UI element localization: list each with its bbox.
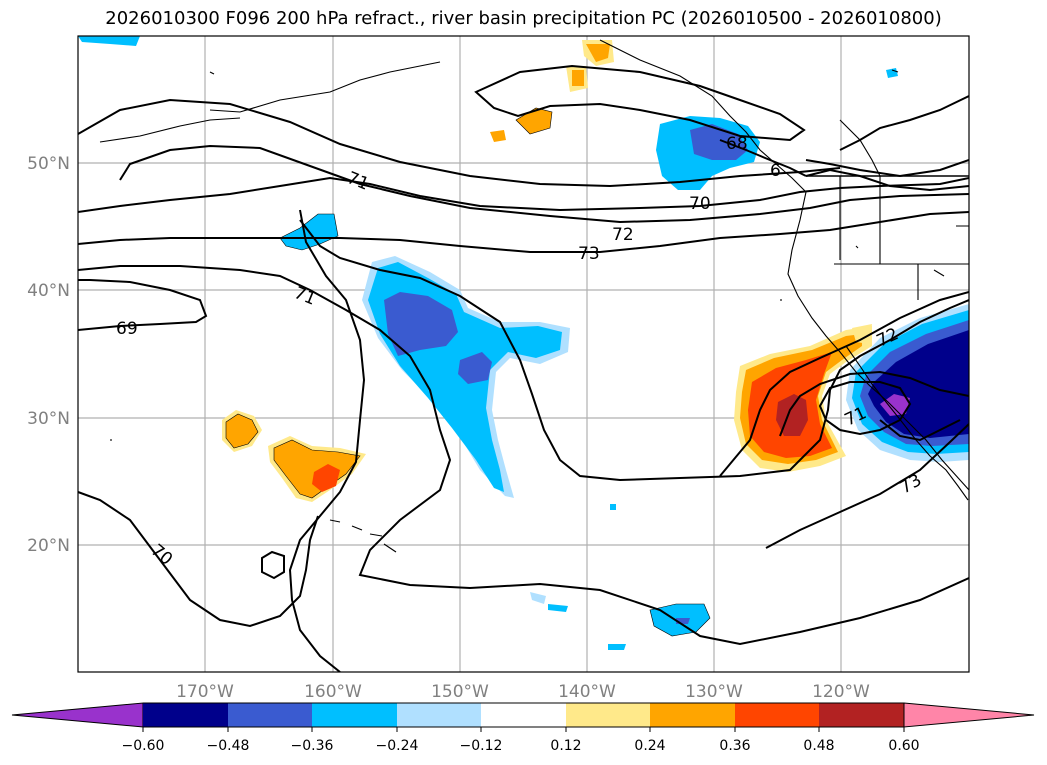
contour-label: 6 [770,161,781,181]
colorbar-tick-label: 0.48 [803,738,834,754]
latitude-label: 20°N [27,536,70,556]
longitude-axis: 170°W 160°W 150°W 140°W 130°W 120°W [176,682,870,702]
longitude-label: 150°W [431,682,489,702]
latitude-axis: 50°N 40°N 30°N 20°N [27,154,70,556]
contour-label: 73 [578,244,600,264]
longitude-label: 130°W [685,682,743,702]
colorbar-swatch [650,703,735,727]
colorbar-tick-label: −0.24 [376,738,419,754]
contour-label: 70 [689,194,711,214]
colorbar-tick-label: 0.60 [888,738,919,754]
colorbar-swatch [228,703,312,727]
colorbar-tick-label: −0.12 [460,738,503,754]
latitude-label: 40°N [27,281,70,301]
colorbar-tick-label: 0.24 [634,738,665,754]
colorbar-tick-label: 0.12 [550,738,581,754]
colorbar-left-extension [11,702,144,728]
contour-label: 69 [116,319,138,339]
longitude-label: 170°W [176,682,234,702]
colorbar-tick-labels: −0.60 −0.48 −0.36 −0.24 −0.12 0.12 0.24 … [122,738,920,754]
coastlines [99,39,969,553]
colorbar-tick-label: −0.48 [207,738,250,754]
map-frame [77,35,970,673]
longitude-label: 160°W [304,682,362,702]
colorbar-tick-label: −0.60 [122,738,165,754]
colorbar-swatch [397,703,481,727]
colorbar-swatch [481,703,566,727]
latitude-label: 50°N [27,154,70,174]
longitude-label: 120°W [812,682,870,702]
colorbar-tick-label: −0.36 [291,738,334,754]
negative-anomaly-shading [78,36,969,650]
colorbar-swatch [312,703,397,727]
colorbar: −0.60 −0.48 −0.36 −0.24 −0.12 0.12 0.24 … [11,702,1035,754]
refractivity-contours [78,64,969,672]
colorbar-right-extension [903,702,1035,728]
longitude-label: 140°W [558,682,616,702]
colorbar-swatch [819,703,904,727]
positive-anomaly-shading [222,40,872,502]
colorbar-swatch [566,703,650,727]
colorbar-swatch [143,703,228,727]
colorbar-tick-label: 0.36 [719,738,750,754]
contour-label: 68 [726,134,748,154]
map-title: 2026010300 F096 200 hPa refract., river … [105,8,942,29]
latitude-label: 30°N [27,409,70,429]
colorbar-ticks [142,727,905,732]
colorbar-swatch [735,703,819,727]
contour-label: 72 [612,225,634,245]
